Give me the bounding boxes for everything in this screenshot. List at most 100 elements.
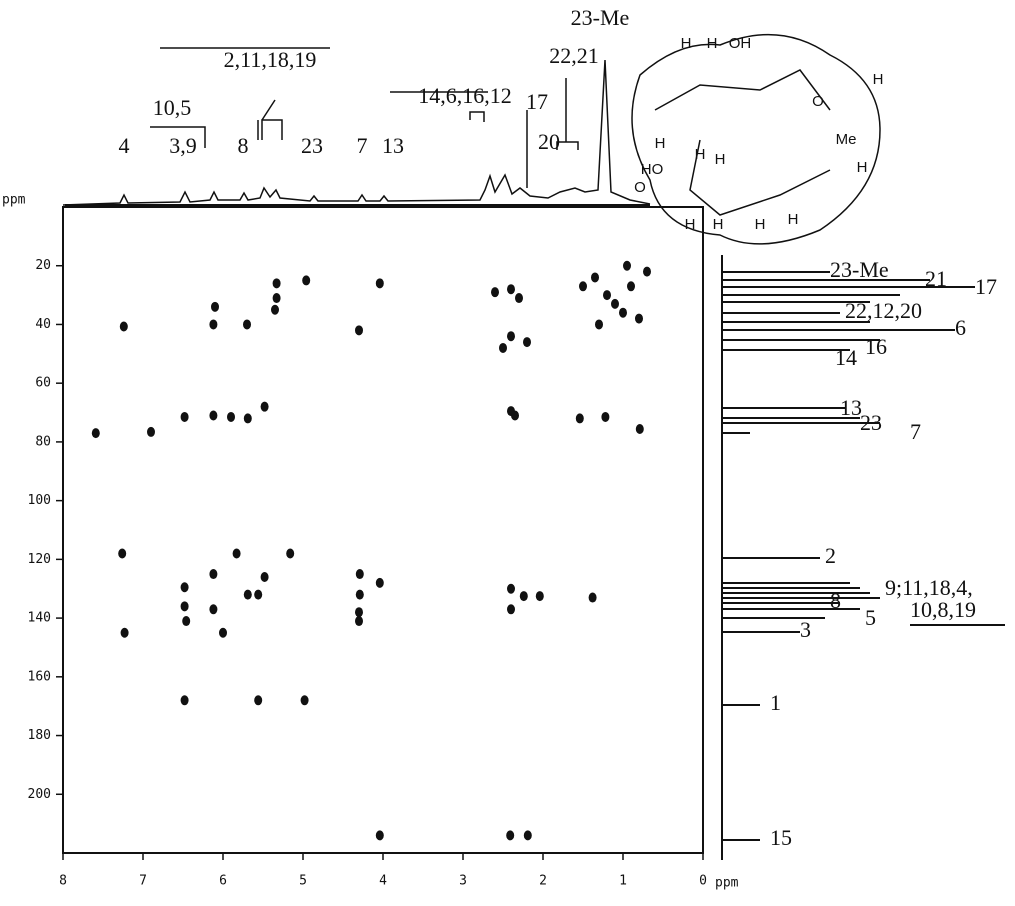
cross-peak — [601, 411, 610, 422]
cross-peak — [635, 313, 643, 324]
carbon-label: 2 — [825, 543, 836, 568]
cross-peak — [588, 592, 597, 603]
cross-peak — [180, 411, 189, 422]
peak-label: 14,6,16,12 — [418, 83, 512, 108]
cross-peak — [627, 281, 635, 292]
cross-peak — [603, 290, 611, 301]
cross-peak — [623, 260, 631, 271]
cross-peak — [243, 589, 252, 600]
x-axis-label: ppm — [715, 876, 739, 891]
cross-peak — [507, 604, 515, 615]
cross-peak — [355, 569, 364, 580]
cross-peak — [120, 627, 129, 638]
molecule-structure — [631, 33, 881, 245]
plot-frame — [62, 206, 704, 854]
structure-label: OH — [729, 35, 752, 52]
peak-label: 23 — [301, 133, 323, 158]
cross-peak — [375, 830, 384, 841]
proton-spectrum — [62, 59, 651, 206]
cross-peak — [227, 411, 235, 422]
cross-peak — [635, 423, 644, 434]
carbon-label: 7 — [910, 419, 921, 444]
x-tick-label: 6 — [219, 874, 227, 889]
cross-peak — [499, 342, 507, 353]
cross-peak — [147, 426, 155, 437]
label-leaders — [150, 47, 579, 188]
peak-label: 2,11,18,19 — [224, 47, 317, 72]
cross-peak — [507, 284, 515, 295]
structure-label: O — [812, 93, 824, 110]
cross-peak — [260, 571, 269, 582]
cross-peak — [272, 293, 281, 304]
cross-peak — [591, 272, 599, 283]
cross-peak — [180, 695, 189, 706]
y-tick-label: 120 — [28, 552, 51, 567]
carbon-sticks — [722, 271, 1005, 841]
cross-peak — [180, 582, 189, 593]
cross-peak — [523, 337, 531, 348]
carbon-label: 15 — [770, 825, 792, 850]
peak-label: 4 — [119, 133, 130, 158]
structure-label: H — [713, 216, 724, 233]
carbon-label: 13 — [840, 395, 862, 420]
y-axis-label: ppm — [2, 193, 26, 208]
cross-peak — [511, 410, 519, 421]
carbon-label: 14 — [835, 345, 857, 370]
x-tick-label: 4 — [379, 874, 387, 889]
y-tick-label: 80 — [35, 434, 51, 449]
cross-peak — [260, 401, 269, 412]
x-tick-label: 8 — [59, 874, 67, 889]
structure-label: H — [707, 35, 718, 52]
peak-label: 8 — [238, 133, 249, 158]
cross-peak — [355, 616, 363, 627]
cross-peak — [300, 695, 309, 706]
cross-peak — [211, 301, 219, 312]
carbon-label: 17 — [975, 274, 997, 299]
cross-peak — [254, 589, 263, 600]
cross-peak — [491, 287, 499, 298]
cross-peak — [254, 695, 263, 706]
structure-label: O — [634, 179, 646, 196]
peak-label: 20 — [538, 129, 560, 154]
cross-peak — [507, 331, 515, 342]
carbon-label: 23 — [860, 410, 882, 435]
cross-peak — [243, 413, 252, 424]
cross-peak — [209, 410, 218, 421]
cross-peak — [209, 319, 218, 330]
carbon-label: 6 — [955, 315, 966, 340]
carbon-label: 1 — [770, 690, 781, 715]
cross-peak — [506, 830, 515, 841]
cross-peak — [118, 548, 127, 559]
cross-peak — [611, 298, 619, 309]
cross-peak — [535, 591, 544, 602]
structure-label: H — [755, 216, 766, 233]
cross-peak — [271, 304, 279, 315]
cross-peak — [243, 319, 251, 330]
cross-peak — [575, 413, 584, 424]
cross-peak — [355, 607, 363, 618]
cross-peak — [523, 830, 532, 841]
carbon-label: 10,8,19 — [910, 597, 976, 622]
peak-label: 3,9 — [169, 133, 197, 158]
cross-peak — [515, 293, 523, 304]
cross-peak — [355, 325, 363, 336]
cross-peak — [209, 569, 218, 580]
carbon-label: 3 — [800, 617, 811, 642]
cross-peak — [209, 604, 218, 615]
cross-peak — [182, 616, 191, 627]
structure-label: H — [655, 135, 666, 152]
cross-peak — [375, 278, 384, 289]
cross-peak — [579, 281, 587, 292]
carbon-label: 23-Me — [830, 257, 889, 282]
y-tick-label: 140 — [28, 611, 51, 626]
cross-peak — [180, 601, 189, 612]
peak-label: 17 — [526, 89, 548, 114]
y-tick-label: 60 — [35, 376, 51, 391]
structure-label: H — [715, 151, 726, 168]
carbon-label: 16 — [865, 334, 887, 359]
structure-label: H — [788, 211, 799, 228]
x-tick-label: 5 — [299, 874, 307, 889]
cross-peak — [507, 583, 515, 594]
carbon-label: 8 — [830, 588, 841, 613]
